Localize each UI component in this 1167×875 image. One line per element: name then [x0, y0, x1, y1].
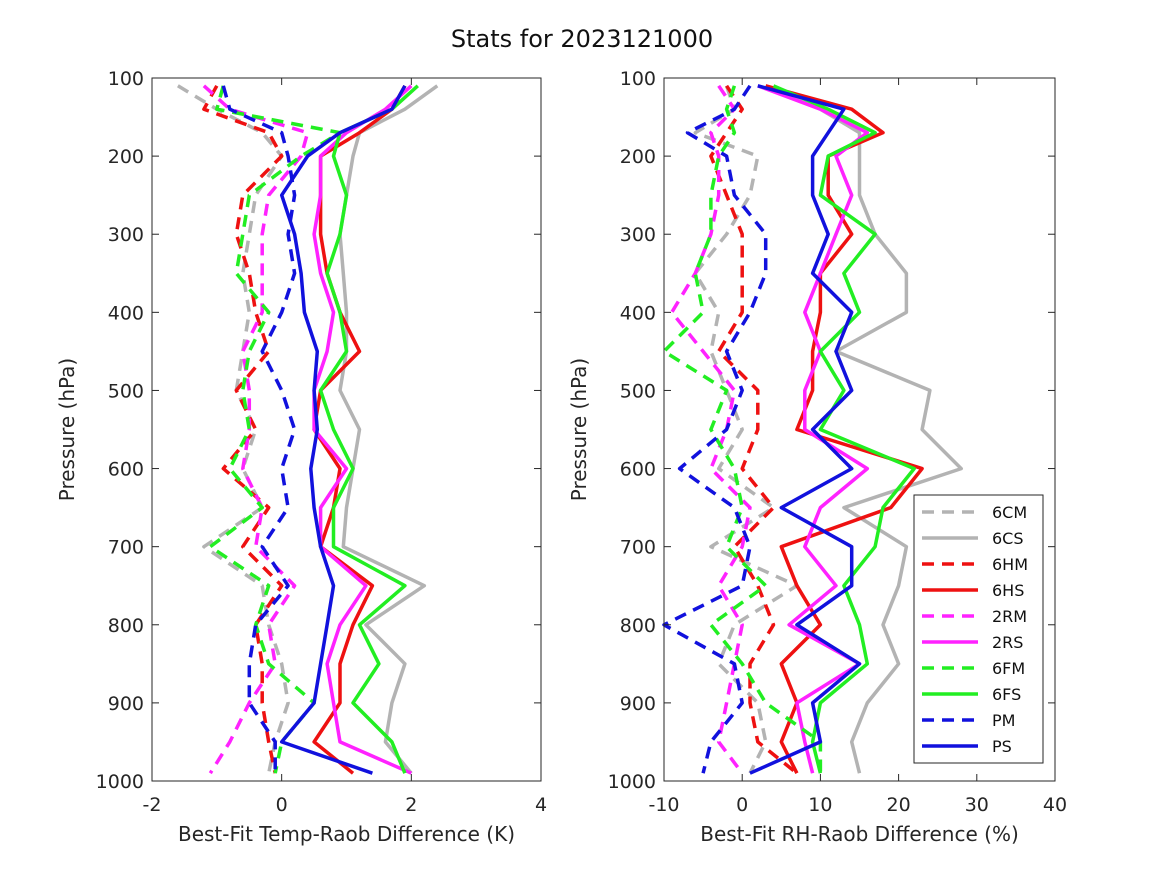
temp-ytick-label: 500: [108, 380, 144, 402]
rh-ytick-label: 700: [620, 537, 656, 559]
figure-title: Stats for 2023121000: [451, 25, 713, 53]
rh-axes-box: [663, 77, 1056, 782]
legend-label-2rs: 2RS: [992, 633, 1023, 652]
rh-xtick-label: 0: [736, 794, 748, 816]
temp-ytick-label: 700: [108, 537, 144, 559]
temp-y-axis-label: Pressure (hPa): [55, 358, 79, 501]
temp-ytick-label: 900: [108, 693, 144, 715]
legend-label-2rm: 2RM: [992, 607, 1027, 626]
rh-ytick-label: 800: [620, 615, 656, 637]
rh-ytick-label: 600: [620, 459, 656, 481]
legend-label-6cs: 6CS: [992, 529, 1024, 548]
temp-ytick-label: 1000: [96, 771, 144, 793]
rh-series-group: [662, 84, 963, 775]
temp-ytick-label: 100: [108, 68, 144, 90]
legend-label-pm: PM: [992, 711, 1015, 730]
legend-label-6cm: 6CM: [992, 503, 1027, 522]
temp-xtick-label: 4: [535, 794, 547, 816]
rh-y-axis-label: Pressure (hPa): [567, 358, 591, 501]
legend-box: [913, 494, 1044, 764]
temp-ytick-label: 200: [108, 146, 144, 168]
temp-series-6cs: [338, 84, 439, 775]
temp-series-ps: [279, 84, 407, 775]
legend-label-ps: PS: [992, 737, 1012, 756]
temp-xtick-label: -2: [143, 794, 162, 816]
temp-ytick-label: 300: [108, 224, 144, 246]
temp-axes-box: [151, 77, 542, 782]
temp-difference-plot: 100 200 300 400 500 600 700 800 900 1000-2 0 2 4 Best…: [55, 68, 547, 846]
rh-x-axis-label: Best-Fit RH-Raob Difference (%): [700, 822, 1019, 846]
temp-ytick-label: 600: [108, 459, 144, 481]
rh-ytick-label: 300: [620, 224, 656, 246]
temp-series-2rm: [202, 84, 310, 775]
rh-ytick-label: 1000: [608, 771, 656, 793]
rh-series-ps: [749, 84, 862, 775]
temp-xtick-label: 2: [405, 794, 417, 816]
rh-ytick-label: 500: [620, 380, 656, 402]
temp-series-6fs: [318, 84, 419, 774]
temp-ytick-label: 800: [108, 615, 144, 637]
rh-series-pm: [662, 84, 768, 774]
legend-label-6hm: 6HM: [992, 555, 1028, 574]
temp-series-group: [176, 84, 439, 775]
legend-label-6fm: 6FM: [992, 659, 1025, 678]
temp-series-6fm: [208, 85, 342, 774]
rh-ytick-label: 200: [620, 146, 656, 168]
legend-label-6fs: 6FS: [992, 685, 1021, 704]
rh-ytick-label: 100: [620, 68, 656, 90]
temp-ytick-label: 400: [108, 302, 144, 324]
rh-xtick-label: -10: [648, 794, 679, 816]
rh-xtick-label: 10: [808, 794, 832, 816]
legend: 6CM 6CS 6HM 6HS 2RM 2RS 6FM 6FS PM PS: [913, 494, 1044, 764]
rh-ytick-label: 900: [620, 693, 656, 715]
rh-xtick-label: 40: [1043, 794, 1067, 816]
rh-difference-plot: 100 200 300 400 500 600 700 800 900 1000-10 0 10 20 3…: [567, 68, 1067, 846]
rh-series-6fm: [662, 85, 823, 774]
rh-series-6hm: [709, 84, 798, 775]
rh-xtick-label: 30: [965, 794, 989, 816]
temp-series-6hm: [202, 84, 284, 774]
legend-label-6hs: 6HS: [992, 581, 1024, 600]
temp-x-axis-label: Best-Fit Temp-Raob Difference (K): [178, 822, 515, 846]
rh-ytick-label: 400: [620, 302, 656, 324]
rh-xtick-label: 20: [887, 794, 911, 816]
temp-xtick-label: 0: [276, 794, 288, 816]
rh-series-6cs: [765, 84, 963, 774]
